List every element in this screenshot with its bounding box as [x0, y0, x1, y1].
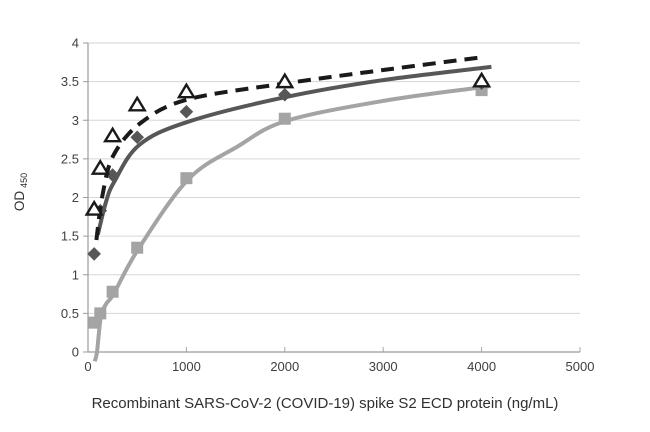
- y-axis-title-subscript: 450: [19, 173, 29, 188]
- x-tick-label-4000: 4000: [467, 359, 496, 374]
- diamond-marker: [179, 104, 194, 119]
- tick-labels-group: 0 0.5 1 1.5 2 2.5 3 3.5 4 0 1000 2000 3000 4000 5000: [61, 36, 595, 375]
- x-tick-label-0: 0: [84, 359, 91, 374]
- y-tick-label-2.5: 2.5: [61, 151, 79, 166]
- square-marker: [106, 285, 119, 298]
- y-tick-label-3: 3: [72, 113, 79, 128]
- square-marker: [180, 172, 193, 185]
- series-group: [84, 55, 492, 362]
- triangle-marker: [176, 82, 197, 99]
- triangle-marker: [275, 72, 295, 89]
- y-tick-label-4: 4: [72, 36, 79, 51]
- y-tick-label-0.5: 0.5: [61, 306, 79, 321]
- gridlines-group: [88, 42, 580, 314]
- x-axis-title: Recombinant SARS-CoV-2 (COVID-19) spike …: [92, 395, 559, 412]
- trendline-dark-gray-diamonds: [95, 64, 492, 236]
- diamond-marker: [87, 247, 101, 261]
- x-tick-label-5000: 5000: [566, 359, 595, 374]
- square-marker: [278, 112, 291, 125]
- triangle-marker: [471, 71, 492, 88]
- x-tick-label-2000: 2000: [270, 359, 299, 374]
- axes-group: [83, 42, 581, 353]
- diamond-marker: [278, 87, 292, 102]
- y-tick-label-3.5: 3.5: [61, 74, 79, 89]
- y-tick-label-2: 2: [72, 190, 79, 205]
- square-marker: [131, 241, 144, 254]
- y-tick-label-0: 0: [72, 345, 79, 360]
- x-tick-label-3000: 3000: [369, 359, 398, 374]
- y-axis-title: OD 450: [12, 173, 29, 211]
- square-marker: [94, 307, 107, 320]
- y-tick-label-1.5: 1.5: [61, 229, 79, 244]
- triangle-marker: [102, 126, 123, 143]
- triangle-marker: [84, 199, 104, 216]
- triangle-marker: [90, 158, 110, 175]
- y-axis-title-main: OD: [12, 191, 27, 212]
- square-marker: [88, 316, 101, 329]
- x-tick-label-1000: 1000: [172, 359, 201, 374]
- y-tick-label-1: 1: [72, 267, 79, 282]
- trendline-light-gray-squares: [92, 84, 490, 362]
- trendline-open-triangles-dashed: [94, 55, 479, 241]
- triangle-marker: [127, 95, 147, 112]
- diamond-marker: [130, 130, 144, 145]
